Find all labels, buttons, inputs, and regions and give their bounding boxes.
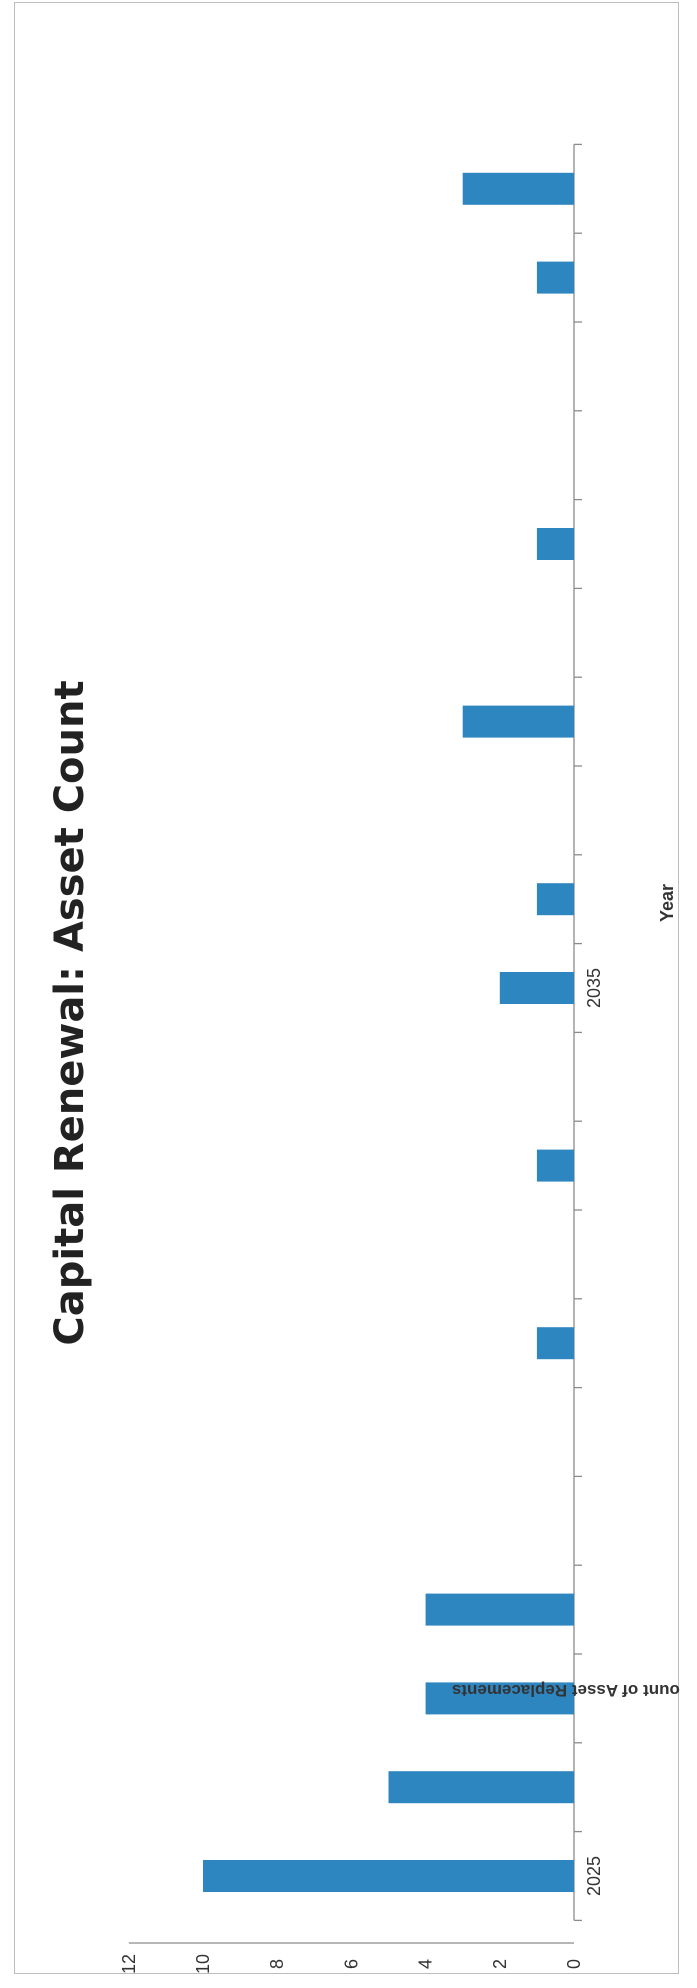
bar [536,1327,574,1360]
x-tick-label: 2025 [584,1856,604,1896]
y-axis-title: Count of Asset Replacements [452,1681,680,1700]
bar [388,1771,574,1804]
x-axis-title: Year [657,884,677,922]
y-tick-label: 8 [267,1959,287,1969]
bar [499,972,574,1004]
bar [425,1593,574,1626]
bar-chart: 0 2 4 6 8 10 12 2025 2035 Capital Renewal: Asset… [47,143,680,1974]
chart-frame: 0 2 4 6 8 10 12 2025 2035 Capital Renewal: Asset… [14,2,680,1974]
bar [536,1149,574,1182]
x-tick-label: 2035 [584,968,604,1008]
bar [462,705,574,738]
y-tick-label: 6 [341,1959,361,1969]
bar [536,883,574,916]
y-tick-label: 0 [564,1959,584,1969]
chart-title: Capital Renewal: Asset Count [47,680,93,1345]
y-tick-label: 2 [490,1959,510,1969]
bar [425,1682,574,1715]
y-tick-label: 12 [119,1954,139,1974]
y-tick-label: 4 [416,1959,436,1969]
bar [203,1860,574,1892]
bar [536,261,574,294]
bar [462,172,574,205]
y-tick-label: 10 [193,1954,213,1974]
bar [536,528,574,560]
